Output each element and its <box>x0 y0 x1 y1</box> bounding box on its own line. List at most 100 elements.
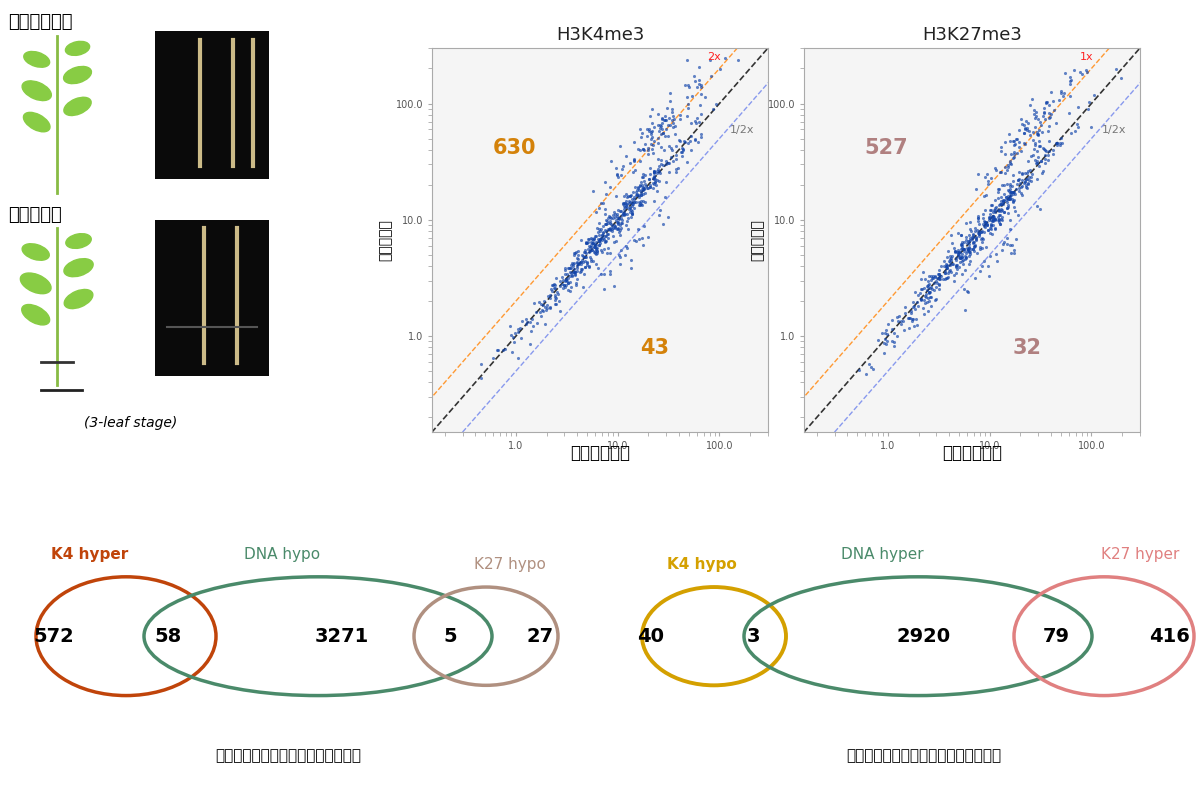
Point <box>590 234 610 246</box>
Point <box>1039 135 1058 148</box>
Point <box>1039 98 1058 111</box>
Point <box>875 336 894 349</box>
Point <box>620 157 640 170</box>
Point <box>884 335 904 348</box>
Point <box>600 210 619 223</box>
Point <box>1012 168 1031 181</box>
Point <box>989 186 1008 198</box>
Point <box>654 127 673 140</box>
Point <box>961 246 980 258</box>
Point <box>662 106 682 119</box>
Point <box>613 160 632 173</box>
Point <box>655 129 674 142</box>
Point <box>642 138 661 150</box>
Point <box>1015 126 1034 139</box>
Text: コントロール: コントロール <box>570 444 630 462</box>
Point <box>728 54 748 66</box>
Point <box>922 270 941 283</box>
Point <box>583 237 602 250</box>
Point <box>996 190 1015 203</box>
Point <box>952 228 971 241</box>
Point <box>962 231 982 244</box>
Point <box>638 144 658 157</box>
Point <box>586 242 605 255</box>
Point <box>641 178 660 191</box>
Point <box>1019 174 1038 186</box>
Point <box>1051 84 1070 97</box>
Point <box>966 233 985 246</box>
Point <box>556 268 575 281</box>
Point <box>985 206 1004 218</box>
Point <box>611 212 630 225</box>
Point <box>982 214 1001 226</box>
Point <box>654 114 673 126</box>
Point <box>652 158 671 170</box>
Point <box>626 189 646 202</box>
Point <box>685 133 704 146</box>
Point <box>632 126 652 139</box>
Point <box>691 81 710 94</box>
Point <box>941 263 960 276</box>
Ellipse shape <box>22 305 49 325</box>
Point <box>569 258 588 270</box>
Point <box>601 215 620 228</box>
Point <box>1001 189 1020 202</box>
Point <box>533 298 552 311</box>
Point <box>967 182 986 195</box>
Point <box>592 231 611 244</box>
Point <box>610 219 629 232</box>
Point <box>872 326 892 339</box>
Title: H3K4me3: H3K4me3 <box>556 26 644 44</box>
Point <box>1024 148 1043 161</box>
Point <box>949 250 968 263</box>
Text: K27 hyper: K27 hyper <box>1100 547 1180 562</box>
Point <box>978 178 997 190</box>
Point <box>1068 118 1087 130</box>
Ellipse shape <box>65 290 92 309</box>
Point <box>1034 143 1054 156</box>
Point <box>1020 164 1039 177</box>
Point <box>955 263 974 276</box>
Text: 32: 32 <box>1013 338 1042 358</box>
Point <box>984 210 1003 223</box>
Point <box>964 230 983 243</box>
Point <box>545 279 564 292</box>
Point <box>562 259 581 272</box>
Point <box>618 189 637 202</box>
Point <box>936 266 955 279</box>
Point <box>644 173 664 186</box>
Point <box>580 244 599 257</box>
Point <box>941 256 960 269</box>
Point <box>630 197 649 210</box>
Point <box>617 219 636 232</box>
Point <box>715 52 734 65</box>
Point <box>913 302 932 314</box>
Point <box>590 223 610 236</box>
Point <box>653 113 672 126</box>
Point <box>1021 174 1040 187</box>
Point <box>564 258 583 271</box>
Point <box>1019 116 1038 129</box>
Point <box>944 258 964 270</box>
Point <box>956 230 976 243</box>
Point <box>937 258 956 271</box>
Point <box>634 183 653 196</box>
Point <box>688 111 707 124</box>
Point <box>998 184 1018 197</box>
Point <box>966 234 985 246</box>
Point <box>576 237 595 250</box>
Point <box>571 234 590 246</box>
Point <box>1000 191 1019 204</box>
Point <box>522 324 541 337</box>
Text: 416: 416 <box>1150 626 1190 646</box>
Point <box>626 195 646 208</box>
Point <box>1008 133 1027 146</box>
Point <box>565 266 584 278</box>
Point <box>961 225 980 238</box>
Point <box>1006 187 1025 200</box>
Point <box>536 303 556 316</box>
Point <box>634 182 653 194</box>
Point <box>533 303 552 316</box>
Point <box>602 219 622 232</box>
Point <box>656 158 676 170</box>
